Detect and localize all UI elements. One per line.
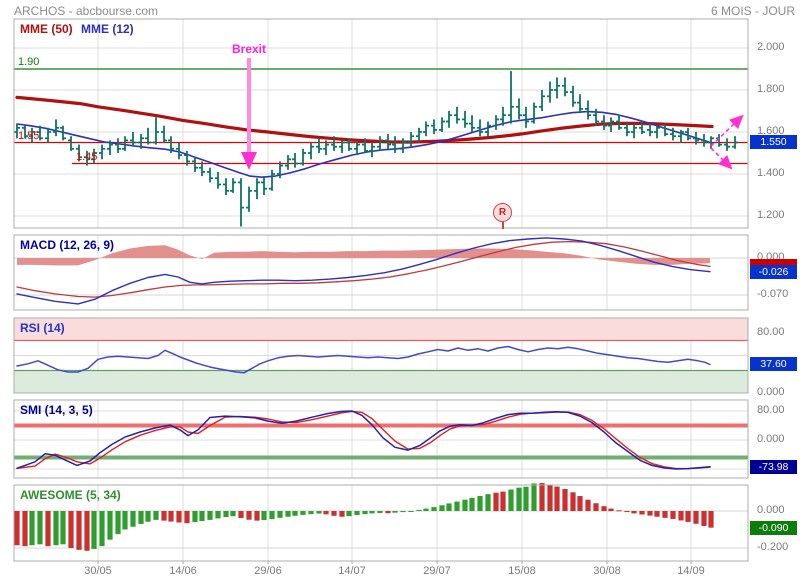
x-axis-date-label: 30/05 (84, 565, 112, 577)
price-axis-tick: 2.000 (757, 41, 785, 53)
macd-value-badge: -0.026 (750, 265, 797, 279)
rsi-value-badge: 37.60 (750, 357, 797, 371)
rsi-axis-tick: 0.000 (757, 386, 785, 398)
macd-panel-label: MACD (12, 26, 9) (20, 238, 115, 252)
brexit-annotation-label: Brexit (231, 42, 267, 56)
level-label-190: 1.90 (18, 56, 40, 68)
awesome-value-badge: -0.090 (750, 521, 797, 535)
price-axis-tick: 1.800 (757, 83, 785, 95)
timeframe-label: 6 MOIS - JOUR (710, 4, 795, 18)
r-event-marker: R (493, 203, 512, 222)
level-label-155: 1.55 (18, 130, 40, 142)
price-axis-tick: 1.200 (757, 209, 785, 221)
price-axis-tick: 1.400 (757, 167, 785, 179)
price-value-badge: 1.550 (750, 135, 797, 149)
smi-axis-tick: 0.000 (757, 433, 785, 445)
x-axis-date-label: 29/06 (254, 565, 282, 577)
macd-axis-tick: -0.070 (757, 287, 789, 300)
awesome-panel-label: AWESOME (5, 34) (20, 488, 121, 502)
smi-value-badge: -73.98 (750, 460, 797, 474)
price-axis-tick: 1.600 (757, 125, 785, 137)
chart-title: ARCHOS - abcbourse.com (14, 4, 159, 18)
legend-mme50: MME (50) (20, 22, 73, 36)
level-label-145: 1.45 (76, 151, 98, 163)
x-axis-date-label: 14/09 (677, 565, 705, 577)
x-axis-date-label: 14/07 (338, 565, 366, 577)
x-axis-date-label: 15/08 (508, 565, 536, 577)
rsi-panel-label: RSI (14) (20, 321, 65, 335)
r-event-marker-stem (502, 222, 504, 229)
awesome-axis-tick: -0.200 (757, 541, 789, 553)
legend-mme12: MME (12) (81, 22, 134, 36)
x-axis-date-label: 14/06 (169, 565, 197, 577)
smi-panel-label: SMI (14, 3, 5) (20, 403, 93, 417)
x-axis-date-label: 30/08 (593, 565, 621, 577)
rsi-axis-tick: 80.00 (757, 326, 785, 338)
awesome-axis-tick: 0.000 (757, 504, 785, 516)
smi-axis-tick: 80.00 (757, 404, 785, 416)
x-axis-date-label: 29/07 (423, 565, 451, 577)
